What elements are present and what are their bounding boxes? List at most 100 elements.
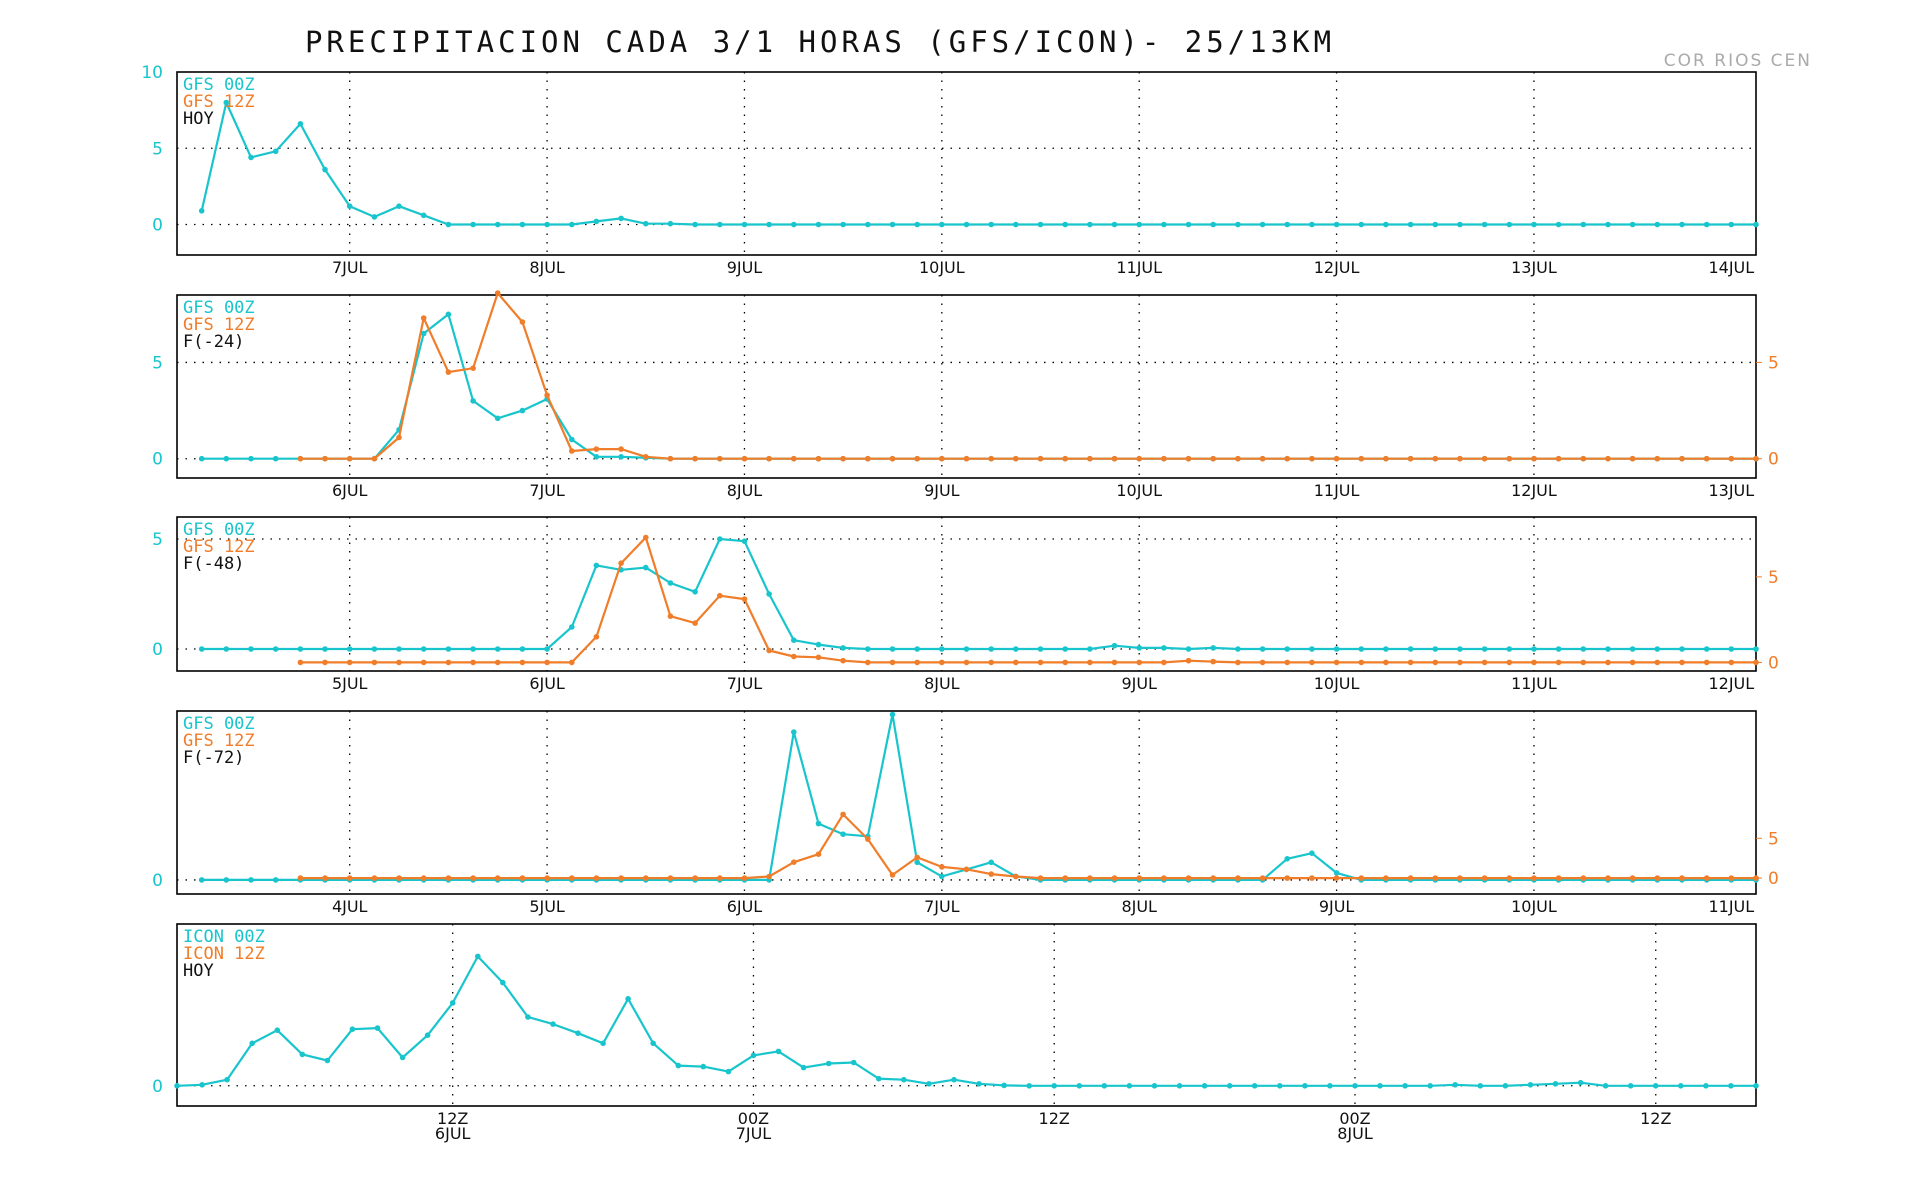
x-tick-label: 7JUL <box>727 674 763 693</box>
right-tick-label: 5 <box>1768 568 1779 588</box>
data-point <box>840 221 846 228</box>
x-tick-label: 5JUL <box>529 897 565 916</box>
data-point <box>1333 875 1340 881</box>
data-point <box>667 455 674 462</box>
data-point <box>650 1040 656 1047</box>
data-point <box>494 875 501 881</box>
data-point <box>926 1081 932 1087</box>
data-point <box>494 646 501 652</box>
data-point <box>939 455 945 462</box>
x-tick-label: 4JUL <box>332 897 368 916</box>
series-gfs-12z <box>297 811 1759 881</box>
data-point <box>1605 659 1611 666</box>
data-point <box>618 446 624 452</box>
data-point <box>889 659 896 666</box>
x-tick-label: 11JUL <box>1708 897 1754 916</box>
data-point <box>494 290 501 296</box>
data-point <box>248 455 254 462</box>
data-point <box>1679 875 1685 881</box>
legend-entry: GFS 12Z <box>183 537 255 557</box>
data-point <box>1629 221 1636 228</box>
data-point <box>951 1076 957 1083</box>
data-point <box>914 646 920 652</box>
data-point <box>198 877 205 883</box>
data-point <box>248 877 254 883</box>
data-point <box>939 864 945 870</box>
data-point <box>1333 221 1340 228</box>
data-point <box>1087 221 1093 228</box>
data-point <box>470 365 476 372</box>
data-point <box>692 221 698 228</box>
data-point <box>988 646 994 652</box>
data-point <box>1259 659 1266 666</box>
data-point <box>322 166 328 173</box>
legend-entry: HOY <box>183 109 214 129</box>
data-point <box>741 221 748 228</box>
data-point <box>1111 659 1118 666</box>
data-point <box>1284 646 1290 652</box>
data-point <box>1251 1083 1258 1089</box>
data-point <box>600 1040 606 1047</box>
data-point <box>901 1076 907 1083</box>
data-point <box>198 208 205 214</box>
data-point <box>1580 875 1587 881</box>
data-point <box>550 1021 556 1027</box>
data-point <box>420 646 427 652</box>
data-point <box>374 1025 381 1031</box>
data-point <box>1111 455 1118 462</box>
x-tick-label: 10JUL <box>919 258 965 277</box>
data-point <box>988 859 994 866</box>
x-tick-label: 6JUL <box>435 1124 471 1143</box>
data-point <box>815 654 822 661</box>
data-point <box>1309 850 1315 856</box>
data-point <box>1226 1083 1233 1089</box>
x-tick-label: 13JUL <box>1511 258 1557 277</box>
data-point <box>865 659 871 666</box>
data-point <box>569 624 575 630</box>
data-point <box>840 831 846 837</box>
x-tick-label: 7JUL <box>924 897 960 916</box>
data-point <box>1531 875 1537 881</box>
data-point <box>475 953 481 960</box>
data-point <box>1506 875 1513 881</box>
data-point <box>1284 875 1290 881</box>
data-point <box>1678 1083 1684 1089</box>
data-point <box>1383 221 1389 228</box>
data-point <box>1333 455 1340 462</box>
x-tick-label: 12Z <box>1039 1109 1070 1128</box>
x-tick-label: 8JUL <box>1337 1124 1373 1143</box>
x-tick-label: 12JUL <box>1314 258 1360 277</box>
chart-title: PRECIPITACION CADA 3/1 HORAS (GFS/ICON)-… <box>305 25 1335 59</box>
series-line <box>201 713 1756 882</box>
data-point <box>396 434 402 441</box>
plot-frame <box>176 516 1757 672</box>
data-point <box>445 646 452 652</box>
legend-entry: GFS 00Z <box>183 75 255 95</box>
data-point <box>1481 659 1488 666</box>
data-point <box>741 538 748 544</box>
panel-1: 0 5 10 7JUL 8JUL 9JUL 10JUL 11JUL 12JUL 13JUL 14JU… <box>141 63 1759 277</box>
data-point <box>1358 221 1365 228</box>
data-point <box>850 1059 857 1066</box>
data-point <box>272 455 279 462</box>
series-line <box>201 537 1756 651</box>
data-point <box>1728 1083 1734 1089</box>
series-line <box>200 101 1756 226</box>
x-tick-label: 00Z <box>1339 1109 1370 1128</box>
data-point <box>399 1054 406 1061</box>
data-point <box>1136 659 1142 666</box>
data-point <box>445 311 452 318</box>
data-point <box>1481 455 1488 462</box>
x-tick-label: 12Z <box>1640 1109 1671 1128</box>
data-point <box>396 203 402 209</box>
data-point <box>322 646 328 652</box>
data-point <box>791 221 797 228</box>
data-point <box>766 873 772 880</box>
data-point <box>470 875 476 881</box>
left-tick-label: 5 <box>152 530 163 550</box>
data-point <box>544 646 550 652</box>
data-point <box>1580 221 1587 228</box>
data-point <box>717 455 723 462</box>
data-point <box>1481 221 1488 228</box>
x-tick-label: 8JUL <box>727 481 763 500</box>
